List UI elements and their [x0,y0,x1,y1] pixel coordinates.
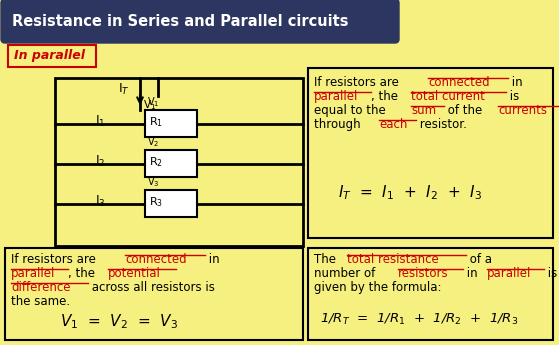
Text: in: in [508,76,523,89]
Text: 1/R$_T$  =  1/R$_1$  +  1/R$_2$  +  1/R$_3$: 1/R$_T$ = 1/R$_1$ + 1/R$_2$ + 1/R$_3$ [320,312,518,327]
Text: connected: connected [125,253,187,266]
Text: of a: of a [466,253,491,266]
Text: , the: , the [371,90,402,103]
Bar [145,190,197,217]
Bar [145,150,197,177]
Text: I$_2$: I$_2$ [95,154,106,169]
Text: currents: currents [498,104,547,117]
Text: of the: of the [444,104,486,117]
Text: Resistance in Series and Parallel circuits: Resistance in Series and Parallel circui… [12,13,348,29]
Text: V$_2$: V$_2$ [147,135,159,149]
Text: I$_3$: I$_3$ [95,194,106,209]
Text: in: in [463,267,481,280]
Bar [308,68,553,238]
Text: I$_1$: I$_1$ [95,114,106,129]
Text: parallel: parallel [487,267,531,280]
Text: is: is [506,90,519,103]
Text: in: in [205,253,220,266]
Text: sum: sum [411,104,437,117]
Text: number of: number of [314,267,379,280]
Text: The: The [314,253,340,266]
Text: potential: potential [108,267,161,280]
Text: connected: connected [428,76,490,89]
Text: parallel: parallel [11,267,55,280]
Text: If resistors are: If resistors are [314,76,402,89]
FancyBboxPatch shape [1,0,399,43]
Bar [55,78,303,246]
Text: resistors: resistors [398,267,448,280]
Bar [145,110,197,137]
Text: each: each [379,118,408,131]
Text: difference: difference [11,281,70,294]
Text: R$_3$: R$_3$ [149,196,163,209]
Text: R$_2$: R$_2$ [149,156,163,169]
Text: resistor.: resistor. [415,118,467,131]
Text: V$_1$: V$_1$ [147,95,159,109]
Text: In parallel: In parallel [14,49,85,62]
Text: R$_1$: R$_1$ [149,116,163,129]
Text: across all resistors is: across all resistors is [88,281,215,294]
Text: , the: , the [68,267,99,280]
Text: I$_T$  =  I$_1$  +  I$_2$  +  I$_3$: I$_T$ = I$_1$ + I$_2$ + I$_3$ [338,183,482,202]
Text: given by the formula:: given by the formula: [314,281,442,294]
Bar [8,45,96,67]
Text: V$_3$: V$_3$ [147,175,159,189]
Text: total current: total current [411,90,485,103]
Text: If resistors are: If resistors are [11,253,100,266]
Text: parallel: parallel [314,90,358,103]
Bar [308,248,553,340]
Text: I$_T$: I$_T$ [118,82,130,97]
Text: V$_1$  =  V$_2$  =  V$_3$: V$_1$ = V$_2$ = V$_3$ [60,312,178,331]
Text: total resistance: total resistance [347,253,439,266]
Text: equal to the: equal to the [314,104,390,117]
Text: through: through [314,118,364,131]
Bar [5,248,303,340]
Text: is: is [544,267,557,280]
Text: V$_1$: V$_1$ [143,98,156,112]
Text: the same.: the same. [11,295,70,308]
